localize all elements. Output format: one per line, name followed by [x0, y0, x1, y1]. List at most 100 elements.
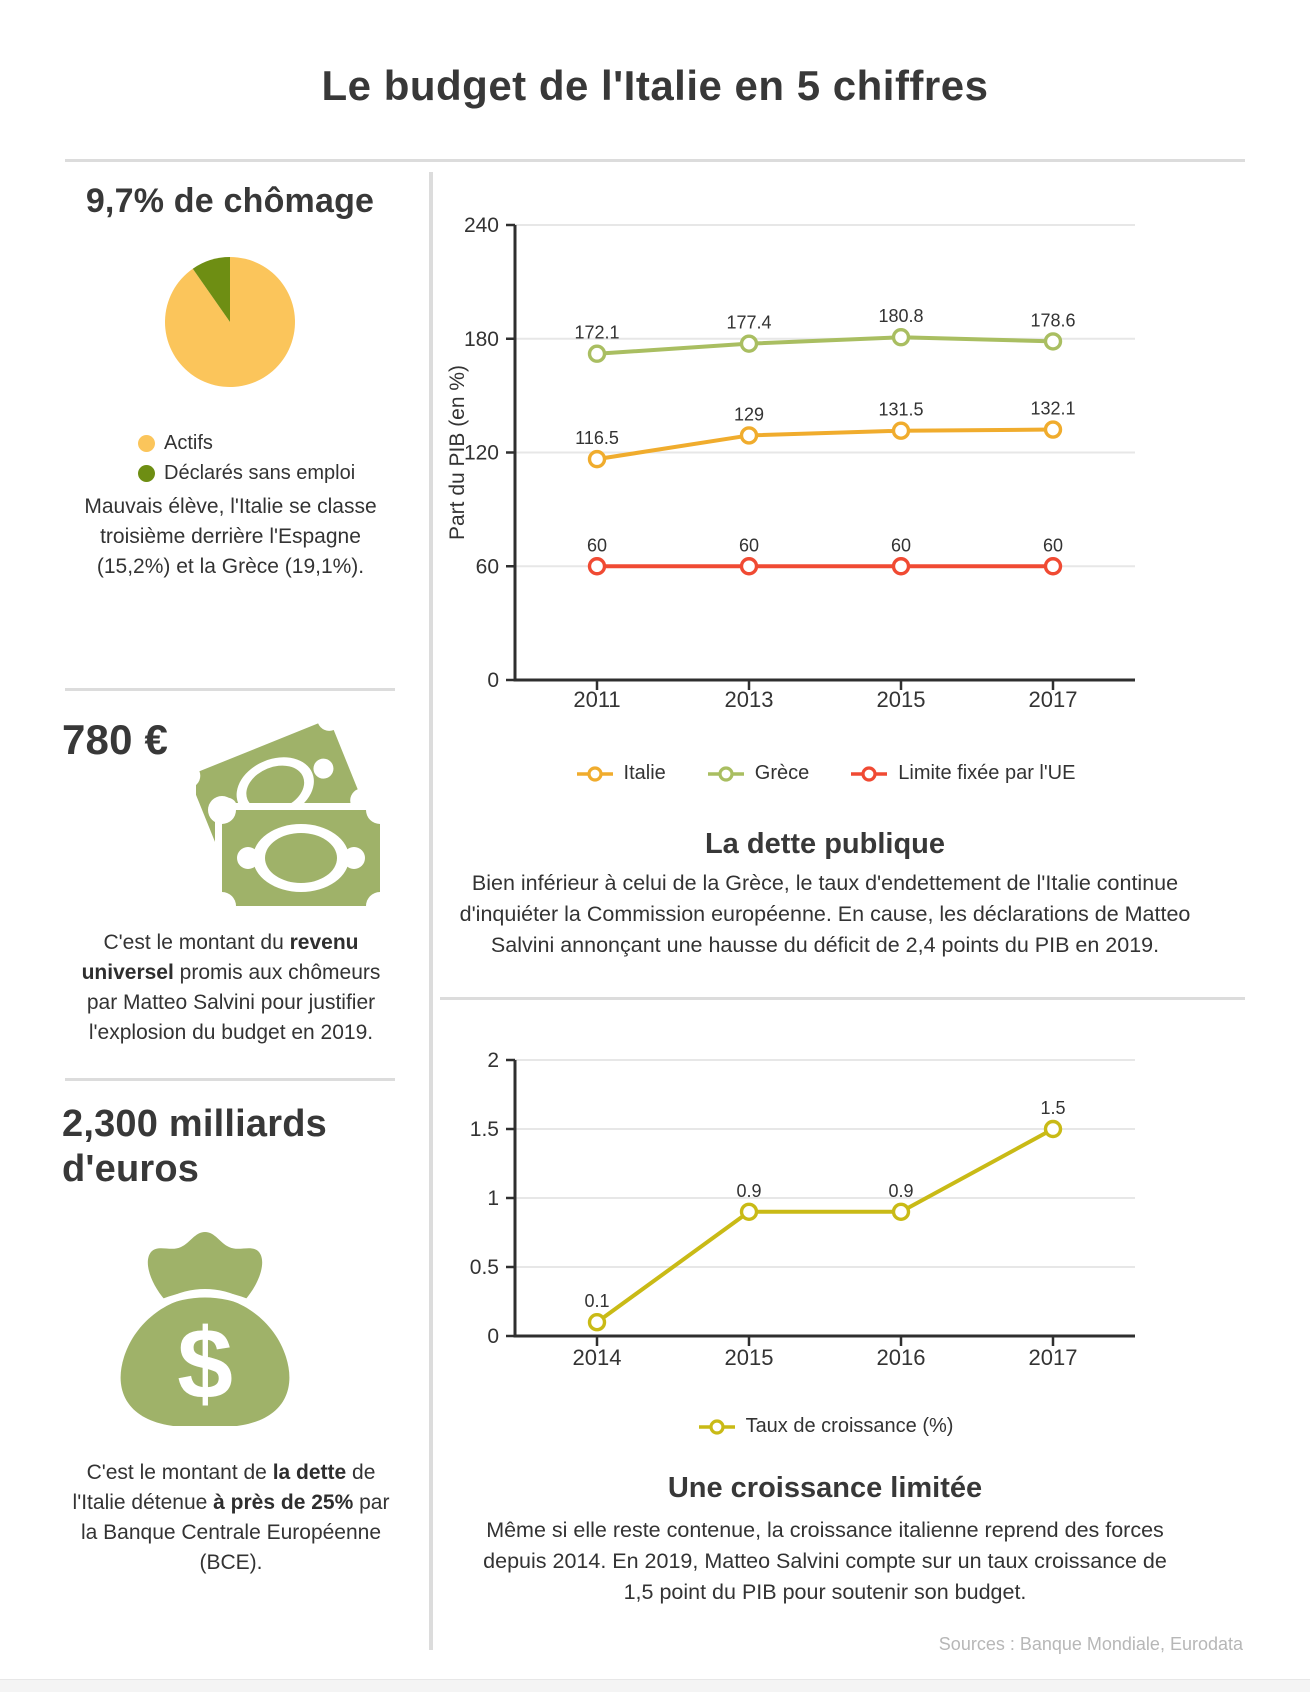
- data-point: [739, 557, 759, 576]
- legend-label: Actifs: [164, 432, 213, 454]
- public-debt-chart-legend: Italie Grèce Limite fixée par l'UE: [440, 762, 1210, 785]
- data-point: [1043, 332, 1063, 351]
- front-banknote: [208, 796, 384, 914]
- public-debt-caption: Bien inférieur à celui de la Grèce, le t…: [440, 868, 1210, 961]
- section-divider: [65, 1078, 395, 1081]
- growth-chart-legend: Taux de croissance (%): [440, 1415, 1210, 1438]
- unemployment-caption: Mauvais élève, l'Italie se classe troisi…: [78, 492, 383, 582]
- data-point: [891, 1202, 911, 1222]
- data-label: 180.8: [878, 306, 923, 326]
- unemployment-heading: 9,7% de chômage: [85, 182, 375, 220]
- data-label: 60: [1043, 535, 1063, 555]
- caption-text: Même si elle reste contenue, la croissan…: [483, 1518, 1167, 1604]
- caption-text: promis aux chômeurs par Matteo Salvini p…: [86, 961, 381, 1044]
- unemployment-pie-legend: Actifs Déclarés sans emploi: [138, 432, 355, 485]
- universal-income-caption: C'est le montant du revenu universel pro…: [72, 928, 390, 1048]
- legend-item: Grèce: [706, 762, 809, 785]
- growth-caption: Même si elle reste contenue, la croissan…: [475, 1515, 1175, 1608]
- caption-text: C'est le montant de: [86, 1461, 273, 1484]
- x-tick-label: 2015: [725, 1345, 774, 1370]
- data-point: [587, 557, 607, 576]
- data-label: 60: [739, 535, 759, 555]
- y-tick-label: 0: [487, 1325, 499, 1348]
- data-point: [739, 334, 759, 353]
- growth-title: Une croissance limitée: [667, 1472, 983, 1504]
- data-point: [891, 328, 911, 347]
- data-label: 132.1: [1030, 399, 1075, 419]
- unemployment-pie-chart: [164, 257, 295, 387]
- x-tick-label: 2015: [877, 687, 926, 712]
- legend-label: Déclarés sans emploi: [164, 462, 356, 484]
- data-point: [587, 344, 607, 363]
- data-label: 129: [734, 404, 764, 424]
- data-point: [1043, 557, 1063, 576]
- legend-item: Limite fixée par l'UE: [849, 762, 1075, 785]
- series-line: [595, 1127, 1055, 1325]
- banknotes-icon: [196, 714, 384, 914]
- data-label: 131.5: [878, 400, 923, 420]
- data-label: 0.9: [888, 1181, 913, 1201]
- caption-text: revenu universel: [81, 931, 359, 984]
- y-tick-label: 240: [464, 214, 499, 237]
- money-bag-icon: $: [120, 1232, 290, 1426]
- data-point: [739, 426, 759, 445]
- legend-swatch-icon: [138, 435, 155, 452]
- public-debt-title: La dette publique: [704, 828, 946, 860]
- debt-amount-heading: 2,300 milliards d'euros: [62, 1103, 327, 1190]
- legend-marker-icon: [851, 765, 888, 782]
- x-tick-label: 2013: [725, 687, 774, 712]
- y-tick-label: 120: [464, 442, 499, 465]
- section-divider: [440, 997, 1245, 1000]
- data-point: [1043, 420, 1063, 439]
- pie-slice: [192, 257, 230, 322]
- x-tick-label: 2016: [877, 1345, 926, 1370]
- money-bag-knot: [147, 1232, 263, 1300]
- data-label: 178.6: [1030, 310, 1075, 330]
- legend-item: Déclarés sans emploi: [138, 462, 355, 485]
- data-label: 172.1: [574, 323, 619, 343]
- legend-label: Grèce: [754, 762, 810, 784]
- footer-strip: [0, 1679, 1310, 1692]
- y-tick-label: 1.5: [470, 1118, 499, 1141]
- legend-item: Actifs: [138, 432, 355, 455]
- data-label: 0.9: [736, 1181, 761, 1201]
- x-tick-label: 2017: [1029, 687, 1078, 712]
- data-point: [891, 557, 911, 576]
- y-tick-label: 180: [464, 328, 499, 351]
- series-line: [595, 427, 1055, 462]
- money-bag-body: [120, 1296, 290, 1426]
- x-tick-label: 2014: [573, 1345, 622, 1370]
- top-divider: [65, 159, 1245, 162]
- series-line: [595, 335, 1055, 356]
- data-point: [739, 1202, 759, 1222]
- caption-text: à près de 25%: [213, 1491, 354, 1514]
- y-axis-title: Part du PIB (en %): [446, 365, 469, 540]
- y-tick-label: 1: [487, 1187, 499, 1210]
- y-tick-label: 60: [476, 555, 499, 578]
- legend-swatch-icon: [138, 465, 155, 482]
- data-point: [1043, 1119, 1063, 1139]
- section-divider: [65, 688, 395, 691]
- data-label: 116.5: [575, 428, 619, 448]
- caption-text: C'est le montant du: [103, 931, 290, 954]
- caption-text: de l'Italie détenue: [72, 1461, 376, 1514]
- debt-amount-caption: C'est le montant de la dette de l'Italie…: [72, 1458, 390, 1578]
- dollar-sign: $: [177, 1308, 233, 1420]
- legend-item: Taux de croissance (%): [697, 1415, 953, 1438]
- data-point: [587, 449, 607, 469]
- x-tick-label: 2011: [573, 687, 620, 712]
- growth-chart: 0 0.5 1 1.5 2 2014 2015 2016 2017 0.1 0.9 0.9 1.5: [470, 1050, 1135, 1370]
- money-bag-tie-highlight: [157, 1290, 253, 1308]
- data-point: [587, 1313, 607, 1332]
- legend-marker-icon: [707, 765, 744, 782]
- column-divider: [429, 172, 433, 1650]
- legend-label: Italie: [623, 762, 666, 784]
- caption-text: Bien inférieur à celui de la Grèce, le t…: [459, 871, 1191, 957]
- legend-item: Italie: [575, 762, 666, 785]
- caption-text: par la Banque Centrale Européenne (BCE).: [80, 1491, 390, 1574]
- x-tick-label: 2017: [1029, 1345, 1078, 1370]
- legend-marker-icon: [698, 1418, 735, 1435]
- caption-text: la dette: [272, 1461, 347, 1484]
- y-tick-label: 2: [487, 1050, 499, 1072]
